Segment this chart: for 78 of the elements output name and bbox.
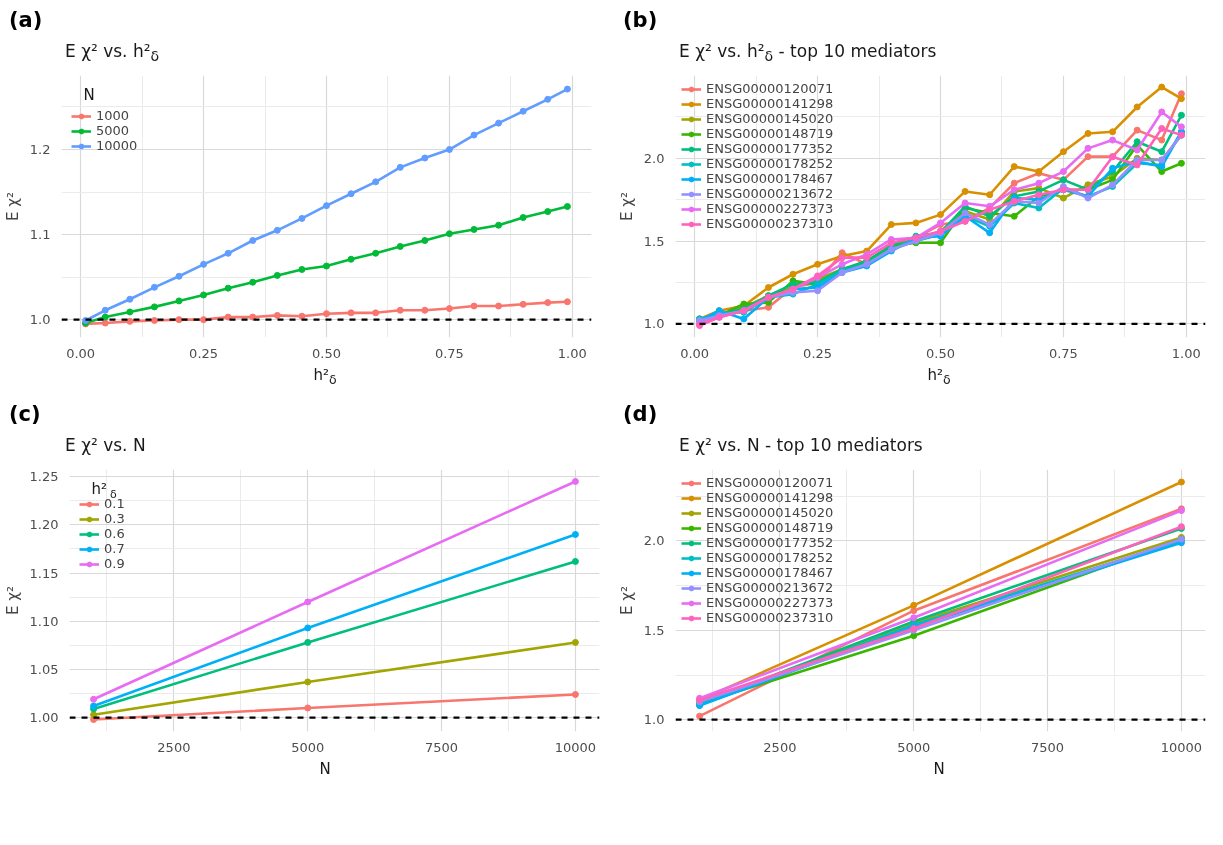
legend-label: 0.1 (104, 496, 125, 511)
legend-label: ENSG00000227373 (706, 595, 834, 610)
legend-label: ENSG00000213672 (706, 580, 834, 595)
x-tick-label: 7500 (1031, 739, 1065, 755)
legend-label: ENSG00000178252 (706, 156, 834, 171)
legend-label: ENSG00000177352 (706, 141, 834, 156)
y-tick-label: 1.0 (643, 712, 665, 728)
y-axis-title: E χ² (617, 192, 636, 221)
y-tick-label: 1.25 (29, 469, 59, 485)
x-tick-label: 1.00 (1171, 345, 1201, 361)
x-axis-title: h²$_{δ}$ (313, 365, 337, 389)
x-tick-label: 7500 (425, 739, 459, 755)
x-axis-title: N (319, 759, 331, 780)
y-tick-label: 1.20 (29, 517, 59, 533)
x-tick-label: 0.00 (680, 345, 710, 361)
x-tick-label: 10000 (1160, 739, 1203, 755)
x-tick-label: 0.75 (1048, 345, 1078, 361)
legend-label: ENSG00000178467 (706, 565, 834, 580)
y-axis-title: E χ² (3, 586, 22, 615)
legend-label: ENSG00000120071 (706, 475, 834, 490)
chart-title: E χ² vs. N (65, 434, 146, 457)
x-tick-label: 2500 (157, 739, 191, 755)
x-tick-label: 5000 (897, 739, 931, 755)
x-axis-title: h²$_{δ}$ (927, 365, 951, 389)
legend-label: 1000 (96, 108, 130, 123)
legend-label: ENSG00000237310 (706, 610, 834, 625)
y-tick-label: 1.10 (29, 613, 59, 629)
y-tick-label: 1.1 (29, 227, 51, 243)
legend-label: ENSG00000178252 (706, 550, 834, 565)
legend-label: ENSG00000141298 (706, 96, 834, 111)
text: (a) (9, 7, 43, 34)
legend-label: 10000 (96, 138, 138, 153)
y-tick-label: 2.0 (643, 150, 665, 166)
y-tick-label: 1.15 (29, 565, 59, 581)
x-tick-label: 0.25 (803, 345, 833, 361)
legend-label: 0.6 (104, 526, 125, 541)
x-tick-label: 0.75 (434, 345, 464, 361)
y-tick-label: 1.5 (643, 622, 665, 638)
legend-label: ENSG00000178467 (706, 171, 834, 186)
y-tick-label: 1.0 (29, 312, 51, 328)
y-tick-label: 1.5 (643, 233, 665, 249)
y-tick-label: 1.00 (29, 710, 59, 726)
legend-title: N (83, 85, 95, 104)
y-tick-label: 1.2 (29, 142, 51, 158)
text: (b) (623, 7, 658, 34)
y-axis-title: E χ² (617, 586, 636, 615)
chart-title: E χ² vs. h²$_{δ}$ - top 10 mediators (679, 40, 937, 67)
x-axis-title: N (933, 759, 945, 780)
legend-label: ENSG00000148719 (706, 520, 834, 535)
x-tick-label: 0.25 (189, 345, 219, 361)
x-tick-label: 0.50 (312, 345, 341, 361)
x-tick-label: 5000 (291, 739, 325, 755)
chart-title: E χ² vs. h²$_{δ}$ (65, 40, 160, 67)
legend-label: ENSG00000213672 (706, 186, 834, 201)
legend-label: ENSG00000148719 (706, 126, 834, 141)
y-tick-label: 1.05 (29, 661, 59, 677)
legend-label: ENSG00000177352 (706, 535, 834, 550)
legend-label: 0.7 (104, 541, 125, 556)
y-axis-title: E χ² (3, 192, 22, 221)
x-tick-label: 0.00 (66, 345, 96, 361)
legend-label: 5000 (96, 123, 130, 138)
legend-label: 0.3 (104, 511, 125, 526)
legend-label: ENSG00000141298 (706, 490, 834, 505)
x-tick-label: 10000 (554, 739, 597, 755)
legend-label: ENSG00000145020 (706, 505, 834, 520)
legend-label: ENSG00000237310 (706, 216, 834, 231)
chart-title: E χ² vs. N - top 10 mediators (679, 434, 923, 457)
legend-label: 0.9 (104, 556, 125, 571)
text: (c) (9, 401, 41, 428)
legend-label: ENSG00000145020 (706, 111, 834, 126)
y-tick-label: 1.0 (643, 316, 665, 332)
y-tick-label: 2.0 (643, 533, 665, 549)
x-tick-label: 1.00 (557, 345, 587, 361)
x-tick-label: 2500 (763, 739, 797, 755)
text: (d) (623, 401, 658, 428)
legend-label: ENSG00000120071 (706, 81, 834, 96)
x-tick-label: 0.50 (926, 345, 955, 361)
legend-label: ENSG00000227373 (706, 201, 834, 216)
